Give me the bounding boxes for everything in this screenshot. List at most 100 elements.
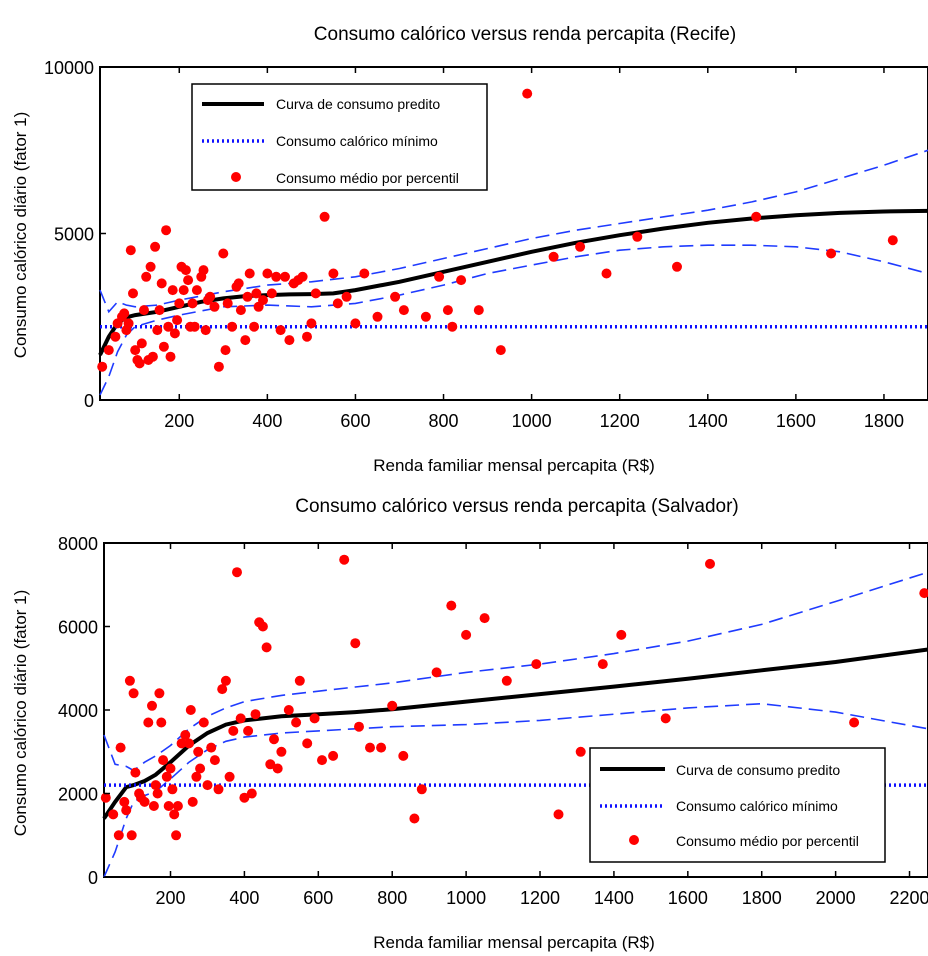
data-point: [339, 554, 350, 565]
x-tick-label: 1800: [742, 888, 782, 908]
data-point: [227, 321, 238, 332]
data-point: [228, 725, 239, 736]
data-point: [220, 675, 231, 686]
y-tick-label: 5000: [54, 225, 94, 245]
data-point: [275, 325, 286, 336]
data-point: [919, 588, 928, 599]
data-point: [601, 268, 612, 279]
data-point: [359, 268, 370, 279]
axis-ticks: 200 400 600 800 1000 1200 1400 1600 1800 2000 2200…: [58, 534, 928, 908]
data-point: [456, 275, 467, 286]
chart-title: Consumo calórico versus renda percapita …: [314, 24, 736, 45]
data-point: [235, 305, 246, 316]
chart-title: Consumo calórico versus renda percapita …: [295, 496, 739, 517]
data-point: [180, 730, 191, 740]
x-tick-label: 1000: [512, 411, 552, 431]
data-point: [156, 717, 167, 728]
data-point: [294, 675, 305, 686]
data-point: [235, 713, 246, 724]
data-point: [575, 241, 586, 252]
data-point: [123, 318, 134, 329]
data-point: [616, 629, 627, 640]
data-point: [200, 325, 211, 336]
data-point: [332, 298, 343, 309]
data-point: [148, 801, 159, 811]
data-point: [154, 688, 165, 699]
data-point: [100, 792, 111, 803]
data-point: [187, 796, 198, 807]
legend-label-points: Consumo médio por percentil: [676, 833, 859, 849]
data-point: [409, 813, 420, 824]
data-point: [128, 288, 138, 299]
confidence-band-line: [103, 571, 928, 772]
data-point: [531, 659, 542, 670]
confidence-band-line: [99, 244, 928, 396]
data-point: [198, 265, 209, 276]
legend: Curva de consumo predito Consumo calóric…: [191, 83, 488, 191]
data-point: [125, 245, 136, 256]
data-point: [461, 629, 472, 640]
data-point: [222, 298, 233, 309]
data-point: [239, 792, 250, 803]
data-point: [240, 335, 251, 346]
y-tick-label: 8000: [58, 534, 98, 554]
data-point: [97, 361, 108, 372]
data-point: [171, 830, 182, 841]
y-tick-label: 4000: [58, 701, 98, 721]
x-tick-label: 600: [303, 888, 333, 908]
data-point: [218, 248, 229, 259]
data-point: [213, 784, 224, 795]
data-point: [431, 667, 442, 678]
data-point: [143, 717, 154, 728]
data-point: [126, 830, 137, 841]
data-point: [169, 328, 180, 339]
data-point: [280, 271, 290, 282]
data-point: [154, 305, 165, 316]
data-point: [376, 742, 387, 753]
data-point: [152, 788, 163, 799]
x-tick-label: 800: [377, 888, 407, 908]
data-point: [165, 763, 176, 774]
chart-recife: Consumo calórico versus renda percapita …: [11, 24, 928, 475]
data-point: [147, 700, 157, 711]
data-point: [261, 642, 272, 653]
x-tick-label: 2200: [890, 888, 928, 908]
legend-label-points: Consumo médio por percentil: [276, 170, 459, 186]
data-point: [191, 285, 202, 296]
x-tick-label: 400: [252, 411, 282, 431]
data-point: [398, 750, 409, 761]
data-point: [174, 298, 185, 309]
data-point: [350, 318, 361, 329]
data-point: [193, 746, 204, 757]
x-tick-label: 1400: [688, 411, 728, 431]
data-point: [309, 713, 320, 724]
legend-swatch-points: [629, 835, 639, 845]
data-point: [172, 315, 183, 326]
data-point: [548, 251, 559, 262]
data-point: [249, 321, 260, 332]
data-point: [167, 285, 178, 296]
data-point: [232, 567, 242, 578]
data-point: [163, 801, 174, 811]
data-point: [191, 771, 202, 782]
data-point: [187, 298, 198, 309]
data-point: [158, 341, 169, 352]
data-point: [152, 325, 163, 336]
data-point: [139, 796, 150, 807]
data-point: [195, 763, 206, 774]
data-point: [150, 241, 161, 252]
data-point: [365, 742, 375, 753]
data-point: [632, 231, 643, 242]
x-axis-label: Renda familiar mensal percapita (R$): [373, 933, 655, 952]
data-point: [751, 211, 762, 222]
data-point: [328, 268, 339, 279]
data-point: [501, 675, 512, 686]
x-tick-label: 400: [229, 888, 259, 908]
data-point: [246, 788, 257, 799]
data-point: [243, 725, 254, 736]
data-point: [705, 558, 715, 569]
data-point: [262, 268, 273, 279]
chart-salvador: Consumo calórico versus renda percapita …: [11, 496, 928, 952]
data-point: [169, 809, 180, 820]
